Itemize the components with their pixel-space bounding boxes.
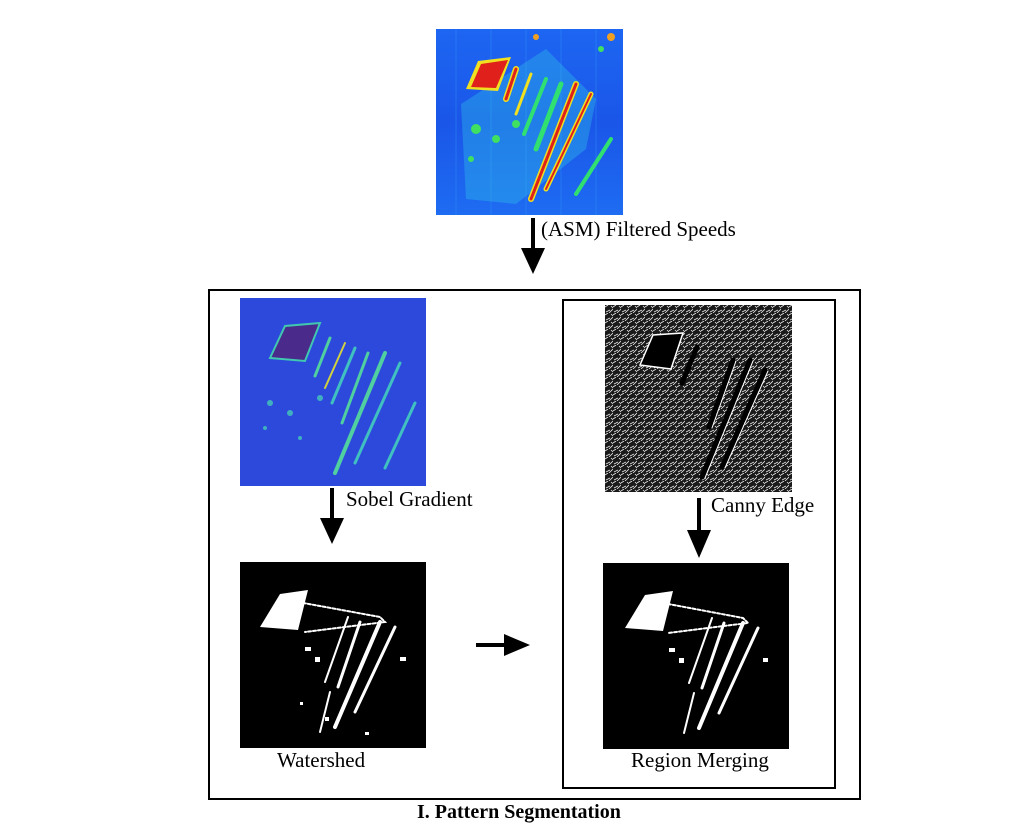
canny-down-arrow-icon xyxy=(684,498,714,560)
filtered-speeds-heatmap xyxy=(436,29,623,215)
pattern-segmentation-frame xyxy=(208,289,861,800)
right-arrow-icon xyxy=(476,632,532,658)
watershed-image xyxy=(240,562,426,748)
sobel-down-arrow-icon xyxy=(317,488,347,546)
filtered-speeds-label: (ASM) Filtered Speeds xyxy=(541,217,736,241)
canny-branch-frame xyxy=(562,299,836,789)
sobel-gradient-image xyxy=(240,298,426,486)
figure-caption: I. Pattern Segmentation xyxy=(417,801,621,823)
canny-edge-label: Canny Edge xyxy=(711,493,815,517)
sobel-gradient-label: Sobel Gradient xyxy=(346,487,473,511)
down-arrow-icon xyxy=(518,218,548,276)
canny-edge-image xyxy=(605,305,792,492)
region-merging-image xyxy=(603,563,789,749)
watershed-label: Watershed xyxy=(277,748,366,772)
region-merging-label: Region Merging xyxy=(631,748,769,772)
